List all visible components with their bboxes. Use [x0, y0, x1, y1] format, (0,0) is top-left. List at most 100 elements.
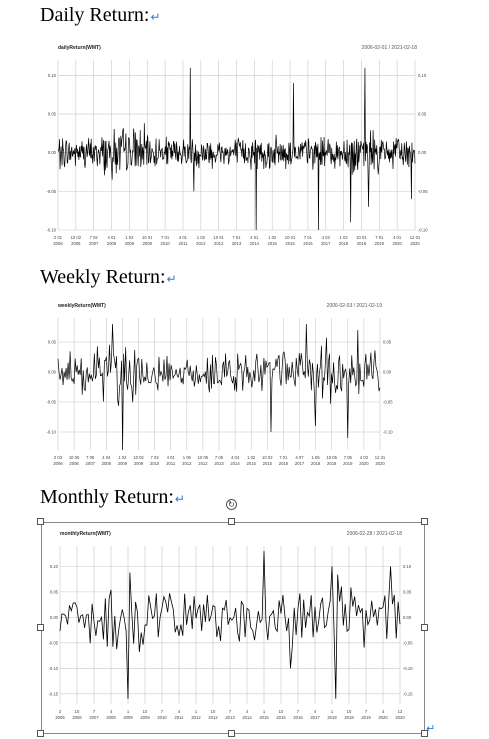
y-tick-label-left: -0.05	[46, 189, 56, 194]
x-tick-label: 7	[229, 709, 232, 714]
x-tick-label: 7	[93, 709, 96, 714]
weekly-return-heading: Weekly Return:↵	[40, 266, 177, 289]
x-tick-year: 2006	[53, 241, 63, 246]
x-tick-label: 10 02	[133, 455, 144, 460]
x-tick-label: 7 01	[375, 235, 384, 240]
x-tick-year: 2014	[250, 241, 260, 246]
x-tick-year: 2020	[375, 461, 385, 466]
x-tick-label: 1 02	[247, 455, 256, 460]
x-tick-label: 7 01	[304, 235, 313, 240]
x-tick-year: 2015	[268, 241, 278, 246]
x-tick-year: 2016	[303, 241, 313, 246]
resize-handle-bottom-left[interactable]	[37, 730, 44, 737]
chart-date-range: 2006-02-01 / 2021-02-18	[362, 45, 418, 51]
chart-date-range: 2006-02-28 / 2021-02-18	[347, 531, 403, 537]
x-tick-label: 7 01	[279, 455, 288, 460]
x-tick-label: 1 05	[312, 455, 321, 460]
y-tick-label-left: 0.10	[50, 564, 59, 569]
x-tick-year: 2012	[191, 715, 201, 720]
chart-title: monthlyReturn(WMT)	[60, 531, 111, 537]
y-tick-label-right: -0.05	[383, 400, 393, 405]
x-tick-label: 12	[398, 709, 403, 714]
x-tick-year: 2012	[208, 715, 218, 720]
x-tick-label: 10 06	[69, 455, 80, 460]
x-tick-year: 2018	[327, 715, 337, 720]
x-tick-year: 2012	[196, 241, 206, 246]
x-tick-label: 4	[110, 709, 113, 714]
x-tick-label: 10 01	[142, 235, 153, 240]
x-tick-year: 2018	[344, 715, 354, 720]
paragraph-return-icon: ↵	[166, 272, 177, 286]
y-tick-label-left: -0.10	[46, 430, 56, 435]
y-tick-label-left: 0.10	[48, 73, 57, 78]
x-tick-label: 2 03	[54, 455, 63, 460]
x-tick-label: 1 02	[118, 455, 127, 460]
monthly-chart-svg: monthlyReturn(WMT) 2006-02-28 / 2021-02-1…	[48, 531, 413, 720]
x-tick-label: 1 03	[197, 235, 206, 240]
x-tick-year: 2007	[89, 241, 99, 246]
chart-title: dailyReturn(WMT)	[58, 45, 101, 51]
x-tick-label: 7 01	[232, 235, 241, 240]
resize-handle-top-right[interactable]	[421, 518, 428, 525]
x-tick-year: 2018	[357, 241, 367, 246]
monthly-return-chart[interactable]: monthlyReturn(WMT) 2006-02-28 / 2021-02-1…	[44, 524, 422, 732]
resize-handle-top-left[interactable]	[37, 518, 44, 525]
y-tick-label-right: 0.00	[418, 150, 427, 155]
x-tick-label: 10 01	[285, 235, 296, 240]
y-tick-label-right: 0.05	[418, 112, 427, 117]
chart-date-range: 2006-02-03 / 2021-02-19	[327, 303, 383, 309]
resize-handle-right[interactable]	[421, 624, 428, 631]
y-tick-label-right: 0.05	[403, 589, 412, 594]
rotate-handle-icon[interactable]: ↻	[226, 499, 237, 510]
daily-return-chart[interactable]: dailyReturn(WMT) 2006-02-01 / 2021-02-18 2…	[42, 38, 437, 258]
y-tick-label-left: 0.00	[48, 150, 57, 155]
x-tick-year: 2009	[134, 461, 144, 466]
resize-handle-top[interactable]	[228, 518, 235, 525]
x-tick-label: 2 01	[54, 235, 63, 240]
weekly-chart-svg: weeklyReturn(WMT) 2006-02-03 / 2021-02-19…	[46, 303, 393, 466]
x-tick-year: 2013	[214, 461, 224, 466]
resize-handle-bottom[interactable]	[228, 730, 235, 737]
x-tick-label: 10	[75, 709, 80, 714]
x-tick-label: 4	[246, 709, 249, 714]
x-tick-year: 2017	[295, 461, 305, 466]
y-tick-label-left: -0.05	[46, 400, 56, 405]
daily-return-heading-text: Daily Return:	[40, 4, 150, 26]
weekly-return-chart[interactable]: weeklyReturn(WMT) 2006-02-03 / 2021-02-19…	[42, 296, 402, 478]
x-tick-label: 1 06	[183, 455, 192, 460]
y-tick-label-left: -0.10	[48, 666, 58, 671]
x-tick-label: 7 05	[215, 455, 224, 460]
x-tick-year: 2020	[359, 461, 369, 466]
x-tick-year: 2008	[106, 715, 116, 720]
y-tick-label-left: 0.00	[50, 615, 59, 620]
x-tick-label: 4	[314, 709, 317, 714]
x-tick-year: 2015	[247, 461, 257, 466]
x-tick-label: 10	[211, 709, 216, 714]
x-tick-year: 2014	[242, 715, 252, 720]
x-tick-year: 2011	[166, 461, 176, 466]
x-tick-label: 4 07	[295, 455, 304, 460]
x-tick-year: 2011	[178, 241, 188, 246]
x-tick-year: 2019	[375, 241, 385, 246]
y-tick-label-right: -0.10	[383, 430, 393, 435]
x-tick-label: 4 01	[250, 235, 259, 240]
x-tick-label: 10 05	[198, 455, 209, 460]
x-tick-year: 2006	[72, 715, 82, 720]
resize-handle-bottom-right[interactable]	[421, 730, 428, 737]
x-tick-year: 2006	[69, 461, 79, 466]
x-tick-label: 4 03	[360, 455, 369, 460]
x-tick-year: 2017	[310, 715, 320, 720]
resize-handle-left[interactable]	[37, 624, 44, 631]
x-tick-label: 2	[59, 709, 62, 714]
x-tick-year: 2009	[123, 715, 133, 720]
y-tick-label-right: -0.15	[403, 691, 413, 696]
y-tick-label-left: 0.05	[50, 589, 59, 594]
return-series-line	[57, 67, 416, 231]
x-tick-year: 2018	[327, 461, 337, 466]
x-tick-label: 7	[161, 709, 164, 714]
x-tick-year: 2006	[71, 241, 81, 246]
x-tick-label: 4 01	[167, 455, 176, 460]
x-tick-label: 12 01	[410, 235, 421, 240]
x-tick-label: 1	[263, 709, 266, 714]
x-tick-year: 2014	[230, 461, 240, 466]
